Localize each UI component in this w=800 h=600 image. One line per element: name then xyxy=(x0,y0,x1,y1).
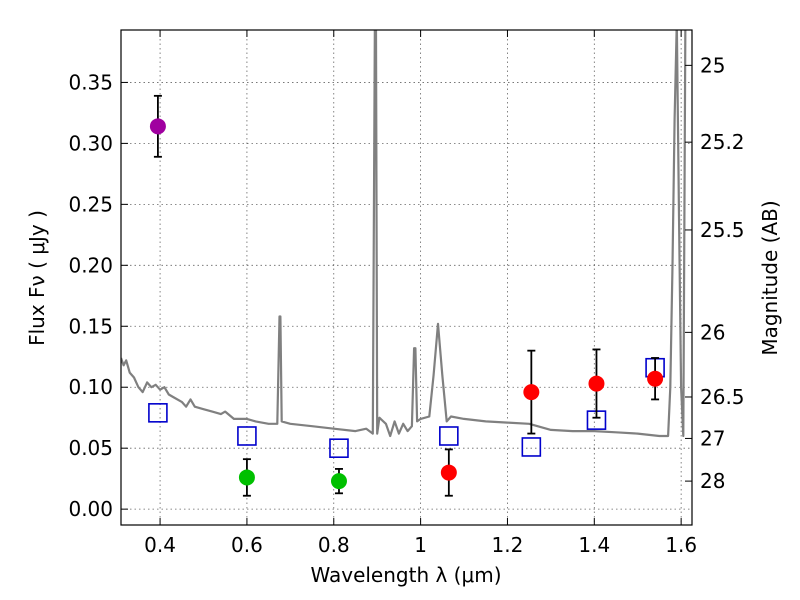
y-tick-label: 0.15 xyxy=(68,314,113,338)
data-point xyxy=(588,375,605,392)
mag-tick-label: 25.2 xyxy=(700,130,745,154)
right-axis-label: Magnitude (AB) xyxy=(758,200,782,355)
y-tick-label: 0.00 xyxy=(68,497,113,521)
y-tick-label: 0.20 xyxy=(68,253,113,277)
axis-ticks: 0.4 0.6 0.8 1 1.2 1.4 1.6 0.00 0.05 0.10 0.15 0.20 0… xyxy=(68,30,745,557)
grid xyxy=(121,30,692,525)
y-tick-label: 0.25 xyxy=(68,192,113,216)
model-band-square xyxy=(148,403,168,423)
mag-tick-label: 25 xyxy=(700,53,725,77)
y-tick-label: 0.35 xyxy=(68,70,113,94)
x-tick-label: 1.6 xyxy=(665,533,697,557)
data-point xyxy=(440,464,457,481)
y-tick-label: 0.05 xyxy=(68,436,113,460)
data-point xyxy=(330,473,347,490)
data-point xyxy=(647,370,664,387)
model-band-square xyxy=(237,426,257,446)
x-tick-label: 0.8 xyxy=(318,533,350,557)
x-axis-label: Wavelength λ (μm) xyxy=(310,563,501,587)
x-tick-label: 1.2 xyxy=(492,533,524,557)
model-band-square xyxy=(329,438,349,458)
x-tick-label: 0.4 xyxy=(144,533,176,557)
model-band-square xyxy=(521,437,542,457)
mag-tick-label: 28 xyxy=(700,469,725,493)
data-point xyxy=(149,118,166,135)
y-tick-label: 0.10 xyxy=(68,375,113,399)
plot-frame xyxy=(120,29,693,526)
model-band-square xyxy=(439,426,459,446)
mag-tick-label: 26.5 xyxy=(700,385,745,409)
y-tick-label: 0.30 xyxy=(68,131,113,155)
data-point xyxy=(523,384,540,401)
data-point xyxy=(238,469,255,486)
mag-tick-label: 27 xyxy=(700,426,725,450)
sed-model-line xyxy=(121,30,687,438)
mag-tick-label: 26 xyxy=(700,320,725,344)
y-axis-label: Flux Fν ( μJy ) xyxy=(25,210,49,346)
x-tick-label: 0.6 xyxy=(231,533,263,557)
x-tick-label: 1 xyxy=(414,533,427,557)
x-tick-label: 1.4 xyxy=(578,533,610,557)
mag-tick-label: 25.5 xyxy=(700,218,745,242)
plot-area xyxy=(121,30,687,497)
